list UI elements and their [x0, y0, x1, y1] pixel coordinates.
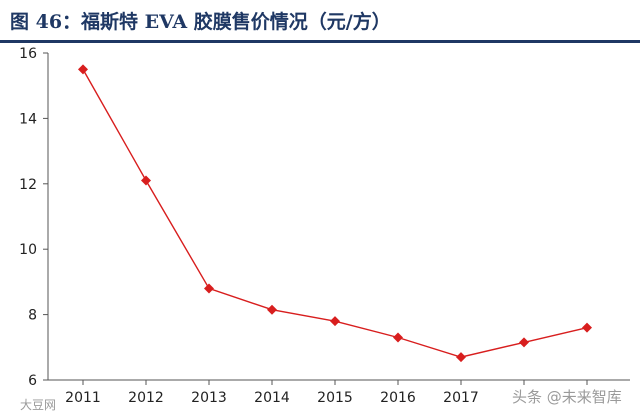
series-line	[82, 69, 588, 358]
data-point-marker	[393, 332, 403, 343]
data-point-marker	[456, 352, 466, 363]
x-tick-label: 2011	[65, 390, 101, 406]
x-tick-label: 2013	[191, 390, 227, 406]
x-tick-label: 2012	[128, 390, 164, 406]
data-point-marker	[78, 64, 88, 75]
data-point-marker	[204, 283, 214, 294]
data-point-marker	[267, 304, 277, 315]
y-tick-label: 12	[19, 177, 37, 193]
x-tick-label: 2014	[254, 390, 290, 406]
y-tick-label: 8	[28, 308, 37, 324]
x-tick-label: 2015	[317, 390, 353, 406]
chart-title: 图 46：福斯特 EVA 胶膜售价情况（元/方）	[10, 11, 391, 33]
data-point-marker	[141, 175, 151, 186]
title-rule	[0, 40, 640, 43]
y-tick-label: 14	[19, 111, 37, 127]
y-tick-label: 6	[28, 373, 37, 389]
data-point-marker	[519, 337, 529, 348]
x-tick-label: 2016	[380, 390, 416, 406]
y-tick-label: 10	[19, 242, 37, 258]
markers-group	[78, 64, 592, 363]
x-tick-label: 2017	[443, 390, 479, 406]
watermark-left: 大豆网	[20, 398, 56, 412]
axes	[47, 53, 630, 381]
y-axis-ticks: 6 8 10 12 14 16	[19, 46, 48, 389]
data-point-marker	[582, 322, 592, 333]
data-point-marker	[330, 316, 340, 327]
y-tick-label: 16	[19, 46, 37, 62]
watermark-right: 头条 @未来智库	[512, 388, 622, 406]
x-axis-ticks: 2011 2012 2013 2014 2015 2016 2017	[65, 380, 588, 406]
series-group	[82, 69, 588, 358]
